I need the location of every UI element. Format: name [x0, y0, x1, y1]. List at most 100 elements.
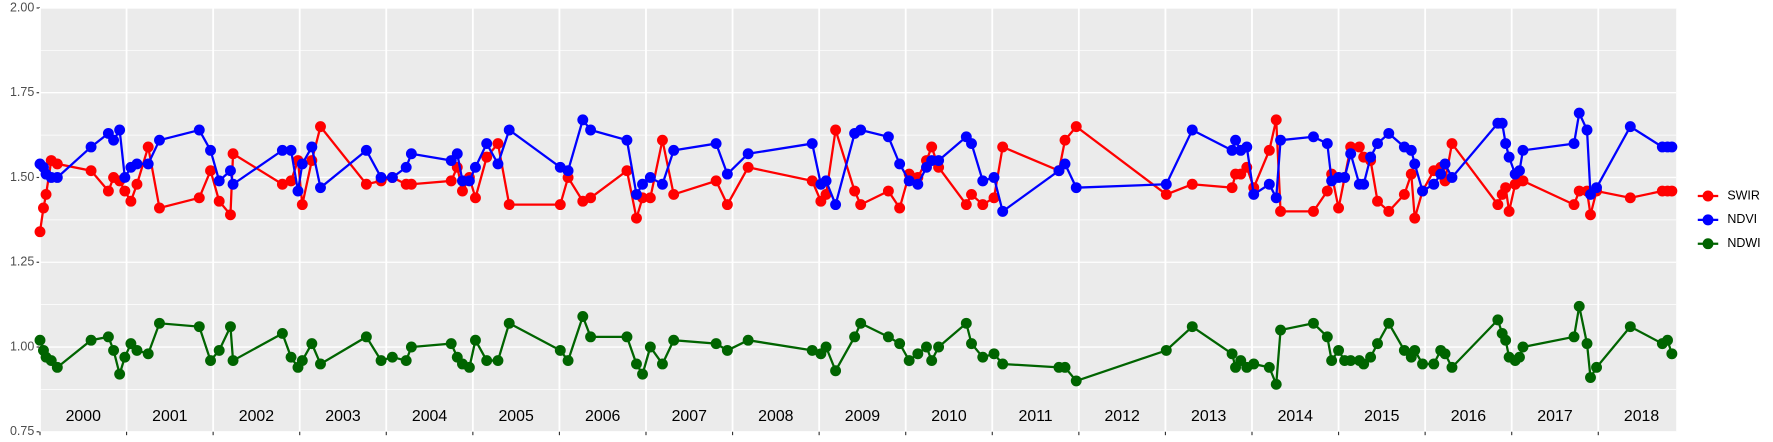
data-point	[400, 355, 412, 367]
year-label: 2007	[672, 408, 708, 425]
data-point	[40, 188, 52, 200]
data-point	[554, 344, 566, 356]
data-point	[656, 134, 668, 146]
data-point	[562, 165, 574, 177]
data-point	[656, 178, 668, 190]
data-point	[621, 165, 633, 177]
data-point	[1666, 141, 1678, 153]
data-point	[1358, 358, 1370, 370]
data-point	[710, 175, 722, 187]
data-point	[1492, 314, 1504, 326]
data-point	[131, 344, 143, 356]
data-point	[51, 158, 63, 170]
data-point	[1492, 199, 1504, 211]
data-point	[1372, 338, 1383, 350]
data-point	[1398, 344, 1410, 356]
data-point	[966, 138, 977, 150]
data-point	[1624, 321, 1636, 333]
data-point	[1070, 182, 1082, 194]
data-point	[224, 165, 236, 177]
data-point	[1500, 182, 1512, 194]
y-tick-label: 2.00	[10, 0, 34, 14]
data-point	[1365, 351, 1377, 363]
data-point	[1666, 185, 1678, 197]
data-point	[966, 338, 977, 350]
data-point	[205, 355, 216, 367]
year-label: 2016	[1451, 408, 1487, 425]
data-point	[1160, 188, 1172, 200]
data-point	[997, 141, 1009, 153]
data-point	[1372, 138, 1383, 150]
data-point	[142, 348, 154, 360]
data-point	[405, 178, 417, 190]
data-point	[131, 178, 143, 190]
data-point	[205, 144, 216, 156]
data-point	[1446, 361, 1458, 373]
data-point	[102, 185, 114, 197]
year-label: 2002	[239, 408, 275, 425]
data-point	[637, 178, 648, 190]
data-point	[1345, 355, 1357, 367]
data-point	[51, 172, 63, 183]
data-point	[108, 344, 120, 356]
data-point	[227, 355, 239, 367]
data-point	[903, 175, 915, 187]
data-point	[119, 351, 131, 363]
data-point	[1514, 165, 1525, 177]
data-point	[960, 199, 972, 211]
data-point	[933, 155, 945, 166]
data-point	[1308, 317, 1319, 329]
data-point	[1186, 178, 1198, 190]
data-point	[1500, 334, 1512, 346]
data-point	[1568, 199, 1580, 211]
data-point	[820, 188, 832, 200]
data-point	[1230, 134, 1241, 146]
data-point	[1275, 134, 1287, 146]
data-point	[1624, 121, 1636, 133]
data-point	[926, 141, 938, 153]
data-point	[34, 226, 46, 238]
data-point	[463, 175, 475, 187]
data-point	[562, 355, 574, 367]
data-point	[977, 351, 989, 363]
data-point	[213, 175, 225, 187]
data-point	[710, 338, 722, 350]
year-label: 2011	[1018, 408, 1052, 425]
data-point	[830, 199, 842, 211]
data-point	[1383, 205, 1395, 217]
data-point	[125, 195, 137, 207]
data-point	[631, 188, 642, 200]
y-tick-label: 1.75	[10, 85, 34, 99]
data-point	[492, 138, 504, 150]
data-point	[503, 124, 515, 136]
year-label: 2017	[1537, 408, 1573, 425]
data-point	[988, 192, 1000, 204]
data-point	[668, 334, 680, 346]
year-label: 2014	[1278, 408, 1314, 425]
data-point	[276, 327, 288, 339]
data-point	[1248, 188, 1260, 200]
data-point	[621, 331, 633, 343]
data-point	[710, 138, 722, 150]
data-point	[1059, 361, 1071, 373]
data-point	[213, 195, 225, 207]
data-point	[849, 331, 861, 343]
data-point	[830, 124, 842, 136]
data-point	[1059, 158, 1071, 170]
year-label: 2003	[325, 408, 361, 425]
data-point	[1428, 178, 1440, 190]
data-point	[142, 158, 154, 170]
data-point	[903, 355, 915, 367]
data-point	[577, 311, 589, 322]
data-point	[375, 172, 387, 183]
data-point	[1568, 138, 1580, 150]
legend-label: NDVI	[1727, 212, 1757, 226]
data-point	[849, 185, 861, 197]
year-label: 2001	[152, 408, 188, 425]
data-point	[1241, 141, 1253, 153]
data-point	[721, 199, 733, 211]
data-point	[1435, 168, 1447, 180]
data-point	[492, 158, 504, 170]
data-point	[668, 144, 680, 156]
data-point	[1514, 351, 1525, 363]
